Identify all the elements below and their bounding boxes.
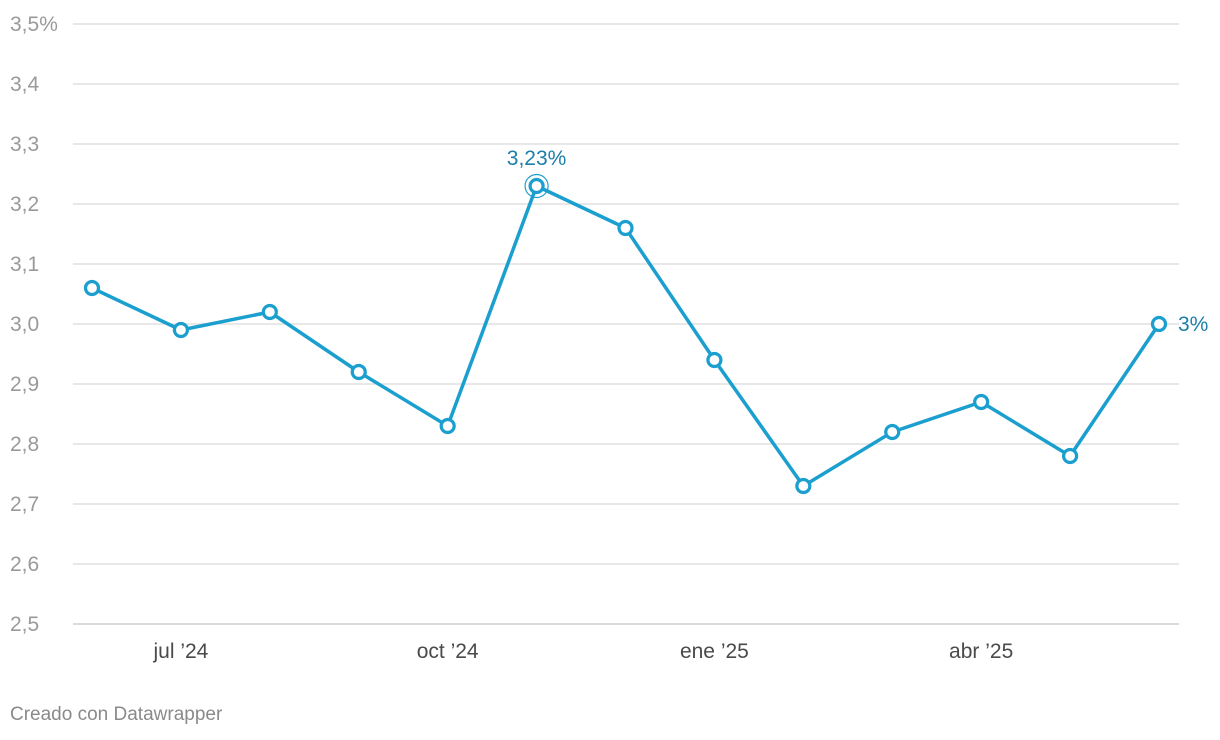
y-tick-label: 3,5% (10, 13, 58, 36)
grid (73, 23, 1179, 625)
data-point (973, 393, 990, 411)
x-tick-label: ene ’25 (680, 640, 749, 663)
data-point (172, 321, 190, 339)
y-tick-label: 3,2 (10, 193, 39, 216)
annotations: 3,23% 3% (507, 147, 1209, 336)
annotation-label: 3% (1178, 313, 1208, 336)
y-tick-label: 2,9 (10, 373, 39, 396)
series (83, 177, 1168, 495)
y-tick-label: 2,8 (10, 433, 39, 456)
data-point (1061, 447, 1079, 465)
x-tick-label: abr ’25 (949, 640, 1013, 663)
data-point (261, 303, 278, 321)
data-point (1150, 315, 1168, 333)
data-point (439, 417, 456, 435)
y-tick-label: 3,1 (10, 253, 39, 276)
highlight-ring (524, 173, 549, 199)
data-point (350, 363, 367, 381)
annotation-label: 3,23% (507, 147, 567, 170)
y-tick-label: 2,5 (10, 613, 39, 636)
data-point (795, 477, 812, 495)
y-tick-label: 3,3 (10, 133, 39, 156)
data-point (528, 177, 545, 195)
data-point (617, 219, 634, 237)
y-tick-label: 3,4 (10, 73, 40, 96)
y-tick-label: 3,0 (10, 313, 39, 336)
data-point (83, 279, 101, 297)
x-axis: jul ’24 oct ’24 ene ’25 abr ’25 (152, 640, 1013, 663)
data-point (884, 423, 901, 441)
x-tick-label: jul ’24 (152, 640, 208, 663)
y-axis: 2,5 2,6 2,7 2,8 2,9 3,0 3,1 3,2 3,3 3,4 3,5% (10, 13, 58, 636)
y-tick-label: 2,6 (10, 553, 39, 576)
y-tick-label: 2,7 (10, 493, 39, 516)
footer-credit: Creado con Datawrapper (10, 704, 223, 725)
x-tick-label: oct ’24 (417, 640, 479, 663)
data-point (706, 351, 723, 369)
